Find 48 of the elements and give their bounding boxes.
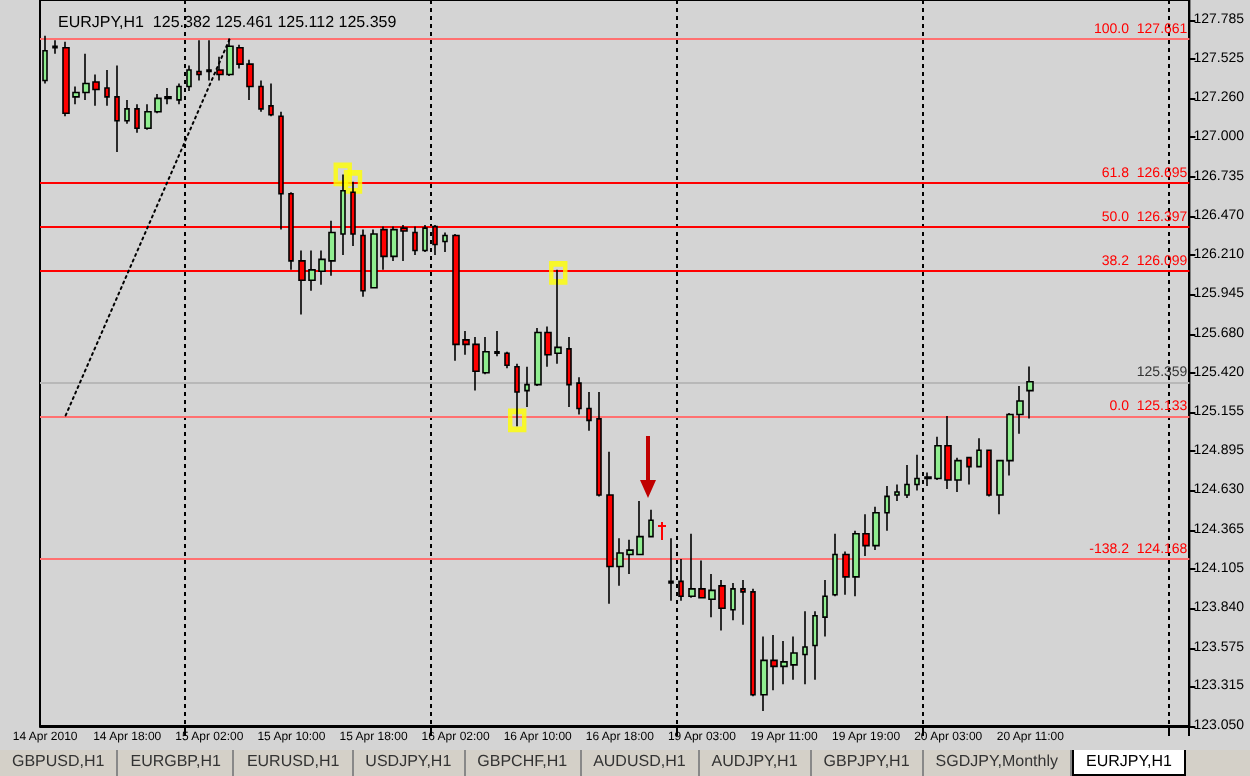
candlestick xyxy=(524,365,530,408)
point xyxy=(507,408,527,432)
candlestick xyxy=(514,362,520,428)
candlestick xyxy=(802,610,808,686)
candlestick xyxy=(740,579,746,626)
candlestick xyxy=(966,456,972,486)
text: EURUSD,H1 xyxy=(234,750,354,776)
candlestick xyxy=(1026,365,1034,420)
candlestick xyxy=(340,173,346,256)
text: GBPCHF,H1 xyxy=(465,750,582,776)
candlestick xyxy=(52,39,58,55)
candlestick xyxy=(114,64,120,153)
text: SGDJPY,Monthly xyxy=(923,750,1072,776)
candlestick xyxy=(586,391,592,432)
text: USDJPY,H1 xyxy=(353,750,466,776)
candlestick xyxy=(812,610,818,681)
candlestick xyxy=(596,391,602,498)
candlestick xyxy=(576,376,582,416)
text: EURJPY,H1 125.382 125.461 125.112 125.359 xyxy=(58,13,398,31)
candlestick xyxy=(134,103,140,134)
candlestick xyxy=(986,449,992,498)
text: AUDUSD,H1 xyxy=(581,750,700,776)
candlestick xyxy=(494,330,500,358)
candlestick xyxy=(730,582,736,621)
candlestick xyxy=(976,437,982,468)
point xyxy=(548,261,568,285)
text: AUDJPY,H1 xyxy=(699,750,812,776)
candlestick xyxy=(822,579,828,638)
candlestick xyxy=(648,509,654,538)
candlestick xyxy=(268,82,274,118)
point xyxy=(343,170,363,194)
candlestick xyxy=(750,588,756,697)
candlestick xyxy=(894,483,900,502)
text: GBPJPY,H1 xyxy=(811,750,924,776)
candlestick xyxy=(104,69,110,107)
candlestick xyxy=(668,537,674,602)
candlestick xyxy=(504,351,510,370)
candlestick xyxy=(442,231,448,253)
candlestick xyxy=(884,485,890,532)
candlestick xyxy=(566,336,572,408)
text: EURGBP,H1 xyxy=(118,750,235,776)
candlestick xyxy=(124,99,130,125)
text: GBPUSD,H1 xyxy=(0,750,119,776)
candlestick xyxy=(258,79,264,113)
candlestick xyxy=(904,464,910,499)
candlestick xyxy=(832,532,838,598)
candlestick xyxy=(196,39,202,82)
point xyxy=(333,162,353,186)
